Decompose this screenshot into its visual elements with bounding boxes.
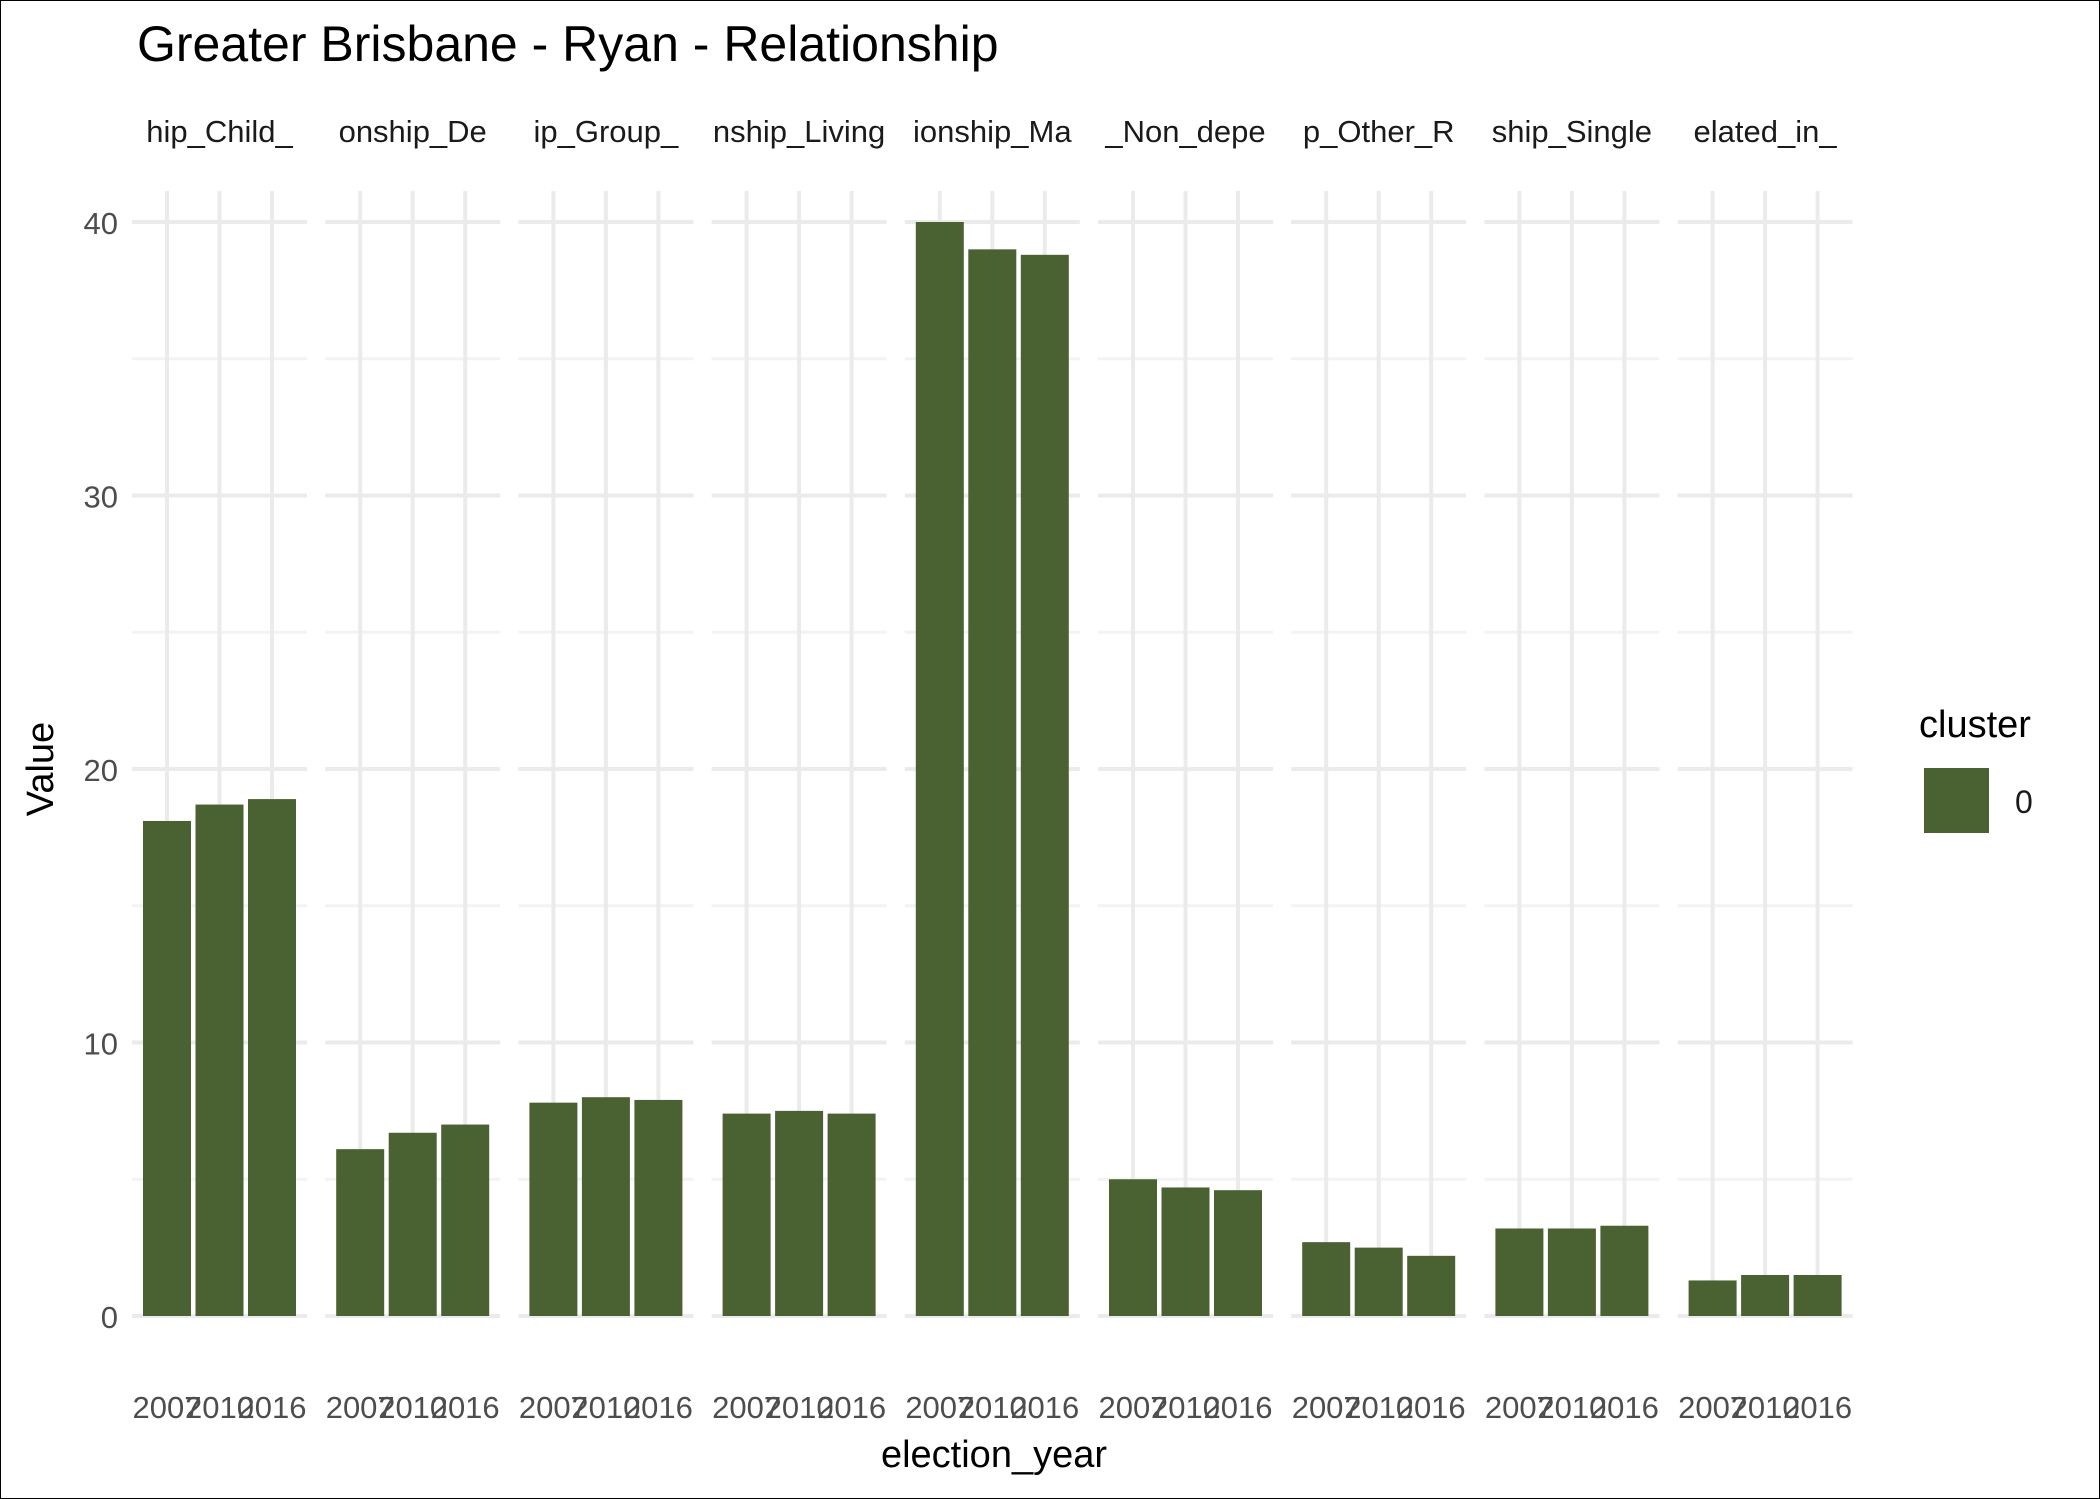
facet-strip-label-3: nship_Living bbox=[713, 114, 885, 149]
x-tick-label-3-0: 2007 bbox=[712, 1390, 781, 1425]
y-tick-label-3: 30 bbox=[84, 480, 118, 515]
bar-3-2 bbox=[827, 1113, 876, 1316]
facet-strip-label-6: p_Other_R bbox=[1303, 114, 1455, 149]
x-tick-label-7-2: 2016 bbox=[1590, 1390, 1659, 1425]
facet-strip-label-0: hip_Child_ bbox=[146, 114, 293, 149]
x-tick-label-8-0: 2007 bbox=[1678, 1390, 1747, 1425]
x-tick-label-3-2: 2016 bbox=[817, 1390, 886, 1425]
x-tick-label-2-1: 2010 bbox=[571, 1390, 640, 1425]
facet-strip-label-1: onship_De bbox=[339, 114, 487, 149]
y-tick-label-0: 0 bbox=[101, 1300, 118, 1335]
bar-4-0 bbox=[915, 222, 964, 1316]
x-tick-label-6-1: 2010 bbox=[1344, 1390, 1413, 1425]
facet-strip-label-4: ionship_Ma bbox=[913, 114, 1072, 149]
facet-strip-label-8: elated_in_ bbox=[1694, 114, 1838, 149]
bar-6-0 bbox=[1302, 1242, 1351, 1316]
bar-8-2 bbox=[1793, 1274, 1842, 1316]
bar-1-2 bbox=[441, 1124, 490, 1316]
x-tick-label-5-0: 2007 bbox=[1099, 1390, 1168, 1425]
x-tick-label-2-2: 2016 bbox=[624, 1390, 693, 1425]
y-tick-label-1: 10 bbox=[84, 1027, 118, 1062]
x-tick-label-4-1: 2010 bbox=[958, 1390, 1027, 1425]
y-axis-label: Value bbox=[20, 722, 62, 816]
labels-layer: 010203040200720102016hip_Child_200720102… bbox=[84, 114, 1853, 1425]
x-tick-label-8-2: 2016 bbox=[1783, 1390, 1852, 1425]
bar-7-0 bbox=[1495, 1228, 1544, 1316]
x-tick-label-2-0: 2007 bbox=[519, 1390, 588, 1425]
x-tick-label-4-2: 2016 bbox=[1010, 1390, 1079, 1425]
bar-5-2 bbox=[1214, 1190, 1262, 1316]
bar-2-2 bbox=[634, 1099, 683, 1316]
x-tick-label-7-0: 2007 bbox=[1485, 1390, 1554, 1425]
x-tick-label-6-2: 2016 bbox=[1397, 1390, 1466, 1425]
x-tick-label-1-0: 2007 bbox=[326, 1390, 395, 1425]
bar-7-1 bbox=[1547, 1228, 1596, 1316]
x-tick-label-3-1: 2010 bbox=[765, 1390, 834, 1425]
bar-4-1 bbox=[968, 249, 1017, 1317]
x-tick-label-0-0: 2007 bbox=[133, 1390, 202, 1425]
legend-key-0 bbox=[1924, 768, 1989, 833]
bar-4-2 bbox=[1020, 254, 1069, 1316]
x-tick-label-6-0: 2007 bbox=[1292, 1390, 1361, 1425]
x-tick-label-0-2: 2016 bbox=[238, 1390, 307, 1425]
bar-8-1 bbox=[1741, 1274, 1790, 1316]
x-tick-label-5-2: 2016 bbox=[1204, 1390, 1273, 1425]
bar-0-0 bbox=[143, 820, 191, 1316]
bar-0-1 bbox=[195, 804, 244, 1316]
facet-strip-label-2: ip_Group_ bbox=[534, 114, 680, 149]
bar-2-0 bbox=[529, 1102, 578, 1316]
bars-layer bbox=[143, 222, 1842, 1317]
bar-5-0 bbox=[1109, 1179, 1157, 1316]
x-tick-label-0-1: 2010 bbox=[185, 1390, 254, 1425]
y-tick-label-4: 40 bbox=[84, 206, 118, 241]
legend-title: cluster bbox=[1919, 704, 2031, 746]
legend-label-0: 0 bbox=[2015, 784, 2033, 820]
facet-strip-label-7: ship_Single bbox=[1492, 114, 1652, 149]
x-axis-label: election_year bbox=[881, 1434, 1107, 1476]
bar-3-1 bbox=[775, 1110, 824, 1316]
facet-strip-label-5: _Non_depe bbox=[1104, 114, 1265, 149]
x-tick-label-1-2: 2016 bbox=[431, 1390, 500, 1425]
x-tick-label-1-1: 2010 bbox=[378, 1390, 447, 1425]
bar-2-1 bbox=[581, 1097, 630, 1316]
bar-3-0 bbox=[722, 1113, 771, 1316]
bar-0-2 bbox=[248, 799, 296, 1316]
bar-8-0 bbox=[1688, 1280, 1737, 1316]
x-tick-label-4-0: 2007 bbox=[905, 1390, 974, 1425]
bar-6-1 bbox=[1354, 1247, 1403, 1316]
y-tick-label-2: 20 bbox=[84, 753, 118, 788]
bar-6-2 bbox=[1407, 1255, 1456, 1316]
legend: cluster 0 bbox=[1919, 704, 2033, 833]
chart-title: Greater Brisbane - Ryan - Relationship bbox=[137, 16, 999, 72]
x-tick-label-7-1: 2010 bbox=[1537, 1390, 1606, 1425]
bar-1-0 bbox=[336, 1149, 385, 1316]
x-tick-label-8-1: 2010 bbox=[1731, 1390, 1800, 1425]
bar-1-1 bbox=[388, 1132, 437, 1316]
bar-5-1 bbox=[1161, 1187, 1210, 1316]
bar-7-2 bbox=[1600, 1225, 1649, 1316]
x-tick-label-5-1: 2010 bbox=[1151, 1390, 1220, 1425]
